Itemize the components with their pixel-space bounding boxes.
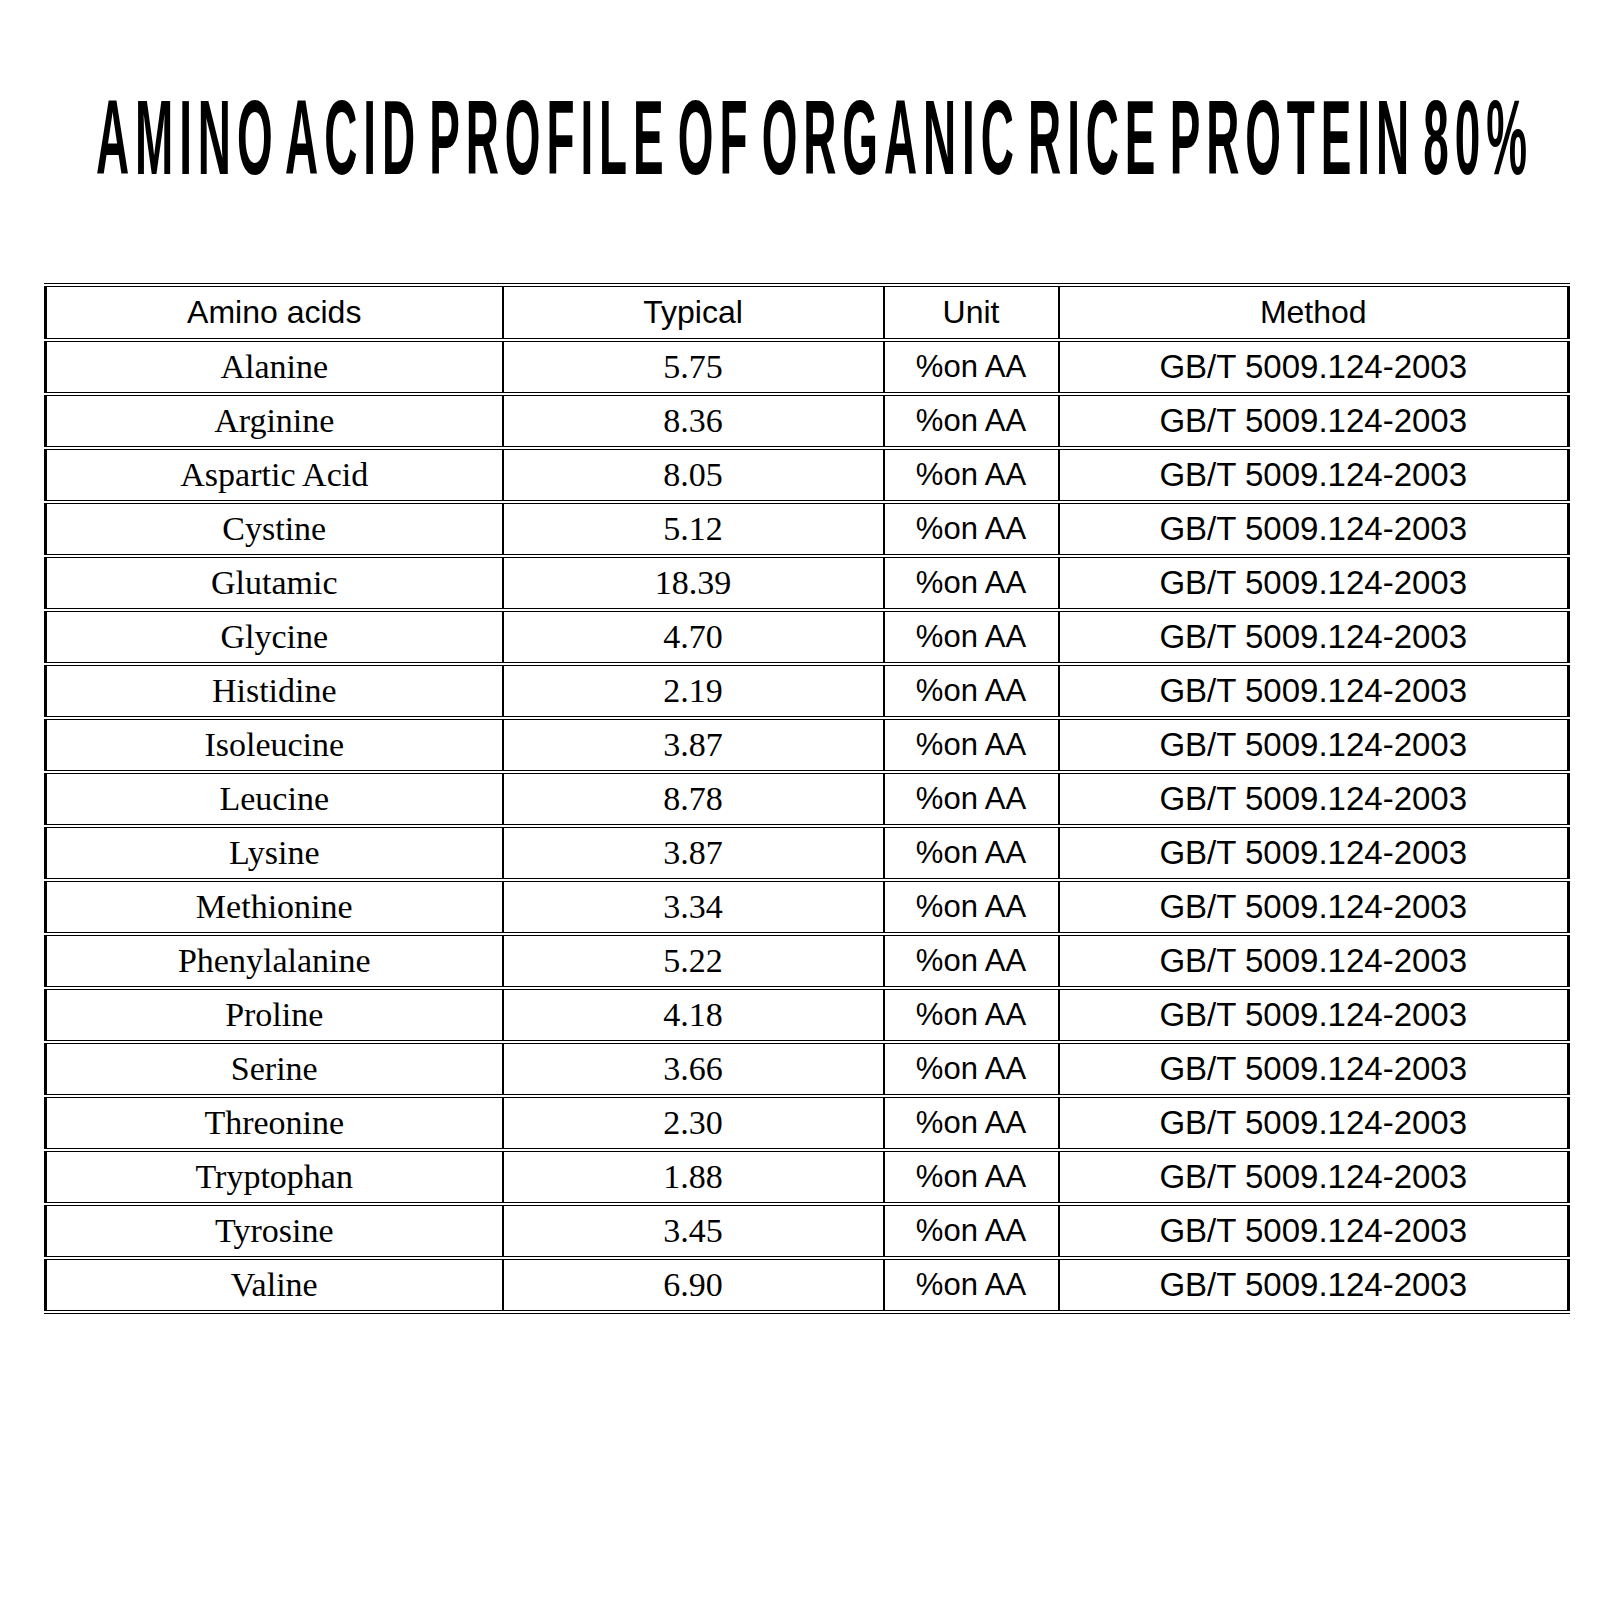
typical-value-cell: 5.75: [503, 340, 884, 394]
table-row: Methionine3.34%on AAGB/T 5009.124-2003: [46, 880, 1569, 934]
page-title: AMINO ACID PROFILE OF ORGANIC RICE PROTE…: [96, 78, 1209, 198]
unit-cell: %on AA: [884, 394, 1059, 448]
amino-acid-name-cell: Leucine: [46, 772, 503, 826]
amino-acid-name-cell: Proline: [46, 988, 503, 1042]
typical-value-cell: 3.66: [503, 1042, 884, 1096]
unit-cell: %on AA: [884, 1204, 1059, 1258]
unit-cell: %on AA: [884, 340, 1059, 394]
typical-value-cell: 1.88: [503, 1150, 884, 1204]
column-header-method: Method: [1059, 285, 1569, 340]
unit-cell: %on AA: [884, 880, 1059, 934]
method-cell: GB/T 5009.124-2003: [1059, 394, 1569, 448]
method-cell: GB/T 5009.124-2003: [1059, 556, 1569, 610]
amino-acid-name-cell: Histidine: [46, 664, 503, 718]
method-cell: GB/T 5009.124-2003: [1059, 340, 1569, 394]
typical-value-cell: 5.12: [503, 502, 884, 556]
table-row: Lysine3.87%on AAGB/T 5009.124-2003: [46, 826, 1569, 880]
amino-acid-name-cell: Tryptophan: [46, 1150, 503, 1204]
unit-cell: %on AA: [884, 502, 1059, 556]
method-cell: GB/T 5009.124-2003: [1059, 1096, 1569, 1150]
method-cell: GB/T 5009.124-2003: [1059, 934, 1569, 988]
typical-value-cell: 3.87: [503, 718, 884, 772]
method-cell: GB/T 5009.124-2003: [1059, 448, 1569, 502]
typical-value-cell: 3.87: [503, 826, 884, 880]
table-row: Arginine8.36%on AAGB/T 5009.124-2003: [46, 394, 1569, 448]
unit-cell: %on AA: [884, 1258, 1059, 1312]
method-cell: GB/T 5009.124-2003: [1059, 988, 1569, 1042]
method-cell: GB/T 5009.124-2003: [1059, 1150, 1569, 1204]
unit-cell: %on AA: [884, 988, 1059, 1042]
amino-acid-name-cell: Valine: [46, 1258, 503, 1312]
amino-acid-name-cell: Aspartic Acid: [46, 448, 503, 502]
column-header-typical: Typical: [503, 285, 884, 340]
unit-cell: %on AA: [884, 610, 1059, 664]
amino-acid-name-cell: Glutamic: [46, 556, 503, 610]
table-row: Glutamic18.39%on AAGB/T 5009.124-2003: [46, 556, 1569, 610]
unit-cell: %on AA: [884, 556, 1059, 610]
typical-value-cell: 2.19: [503, 664, 884, 718]
method-cell: GB/T 5009.124-2003: [1059, 880, 1569, 934]
table-row: Histidine2.19%on AAGB/T 5009.124-2003: [46, 664, 1569, 718]
typical-value-cell: 6.90: [503, 1258, 884, 1312]
table-row: Alanine5.75%on AAGB/T 5009.124-2003: [46, 340, 1569, 394]
amino-acid-name-cell: Isoleucine: [46, 718, 503, 772]
typical-value-cell: 2.30: [503, 1096, 884, 1150]
table-row: Leucine8.78%on AAGB/T 5009.124-2003: [46, 772, 1569, 826]
method-cell: GB/T 5009.124-2003: [1059, 664, 1569, 718]
typical-value-cell: 3.34: [503, 880, 884, 934]
amino-acid-name-cell: Glycine: [46, 610, 503, 664]
table-row: Glycine4.70%on AAGB/T 5009.124-2003: [46, 610, 1569, 664]
amino-acid-name-cell: Alanine: [46, 340, 503, 394]
unit-cell: %on AA: [884, 664, 1059, 718]
typical-value-cell: 4.70: [503, 610, 884, 664]
table-row: Aspartic Acid8.05%on AAGB/T 5009.124-200…: [46, 448, 1569, 502]
unit-cell: %on AA: [884, 1096, 1059, 1150]
typical-value-cell: 4.18: [503, 988, 884, 1042]
unit-cell: %on AA: [884, 448, 1059, 502]
amino-acid-name-cell: Tyrosine: [46, 1204, 503, 1258]
typical-value-cell: 3.45: [503, 1204, 884, 1258]
method-cell: GB/T 5009.124-2003: [1059, 1204, 1569, 1258]
method-cell: GB/T 5009.124-2003: [1059, 826, 1569, 880]
amino-acid-name-cell: Arginine: [46, 394, 503, 448]
method-cell: GB/T 5009.124-2003: [1059, 610, 1569, 664]
unit-cell: %on AA: [884, 934, 1059, 988]
amino-acid-name-cell: Methionine: [46, 880, 503, 934]
amino-acid-name-cell: Serine: [46, 1042, 503, 1096]
table-row: Isoleucine3.87%on AAGB/T 5009.124-2003: [46, 718, 1569, 772]
method-cell: GB/T 5009.124-2003: [1059, 1258, 1569, 1312]
method-cell: GB/T 5009.124-2003: [1059, 718, 1569, 772]
amino-acid-profile-table: Amino acids Typical Unit Method Alanine5…: [44, 283, 1570, 1314]
table-row: Threonine2.30%on AAGB/T 5009.124-2003: [46, 1096, 1569, 1150]
column-header-amino-acids: Amino acids: [46, 285, 503, 340]
unit-cell: %on AA: [884, 772, 1059, 826]
table-row: Tyrosine3.45%on AAGB/T 5009.124-2003: [46, 1204, 1569, 1258]
table-row: Phenylalanine5.22%on AAGB/T 5009.124-200…: [46, 934, 1569, 988]
amino-acid-name-cell: Cystine: [46, 502, 503, 556]
table-header-row: Amino acids Typical Unit Method: [46, 285, 1569, 340]
table-row: Tryptophan1.88%on AAGB/T 5009.124-2003: [46, 1150, 1569, 1204]
amino-acid-name-cell: Phenylalanine: [46, 934, 503, 988]
typical-value-cell: 8.05: [503, 448, 884, 502]
method-cell: GB/T 5009.124-2003: [1059, 772, 1569, 826]
method-cell: GB/T 5009.124-2003: [1059, 1042, 1569, 1096]
unit-cell: %on AA: [884, 718, 1059, 772]
amino-acid-name-cell: Lysine: [46, 826, 503, 880]
unit-cell: %on AA: [884, 1150, 1059, 1204]
amino-acid-name-cell: Threonine: [46, 1096, 503, 1150]
typical-value-cell: 8.78: [503, 772, 884, 826]
unit-cell: %on AA: [884, 826, 1059, 880]
column-header-unit: Unit: [884, 285, 1059, 340]
table-row: Cystine5.12%on AAGB/T 5009.124-2003: [46, 502, 1569, 556]
table-row: Proline4.18%on AAGB/T 5009.124-2003: [46, 988, 1569, 1042]
table-row: Valine6.90%on AAGB/T 5009.124-2003: [46, 1258, 1569, 1312]
typical-value-cell: 18.39: [503, 556, 884, 610]
typical-value-cell: 8.36: [503, 394, 884, 448]
table-header: Amino acids Typical Unit Method: [46, 285, 1569, 340]
table-row: Serine3.66%on AAGB/T 5009.124-2003: [46, 1042, 1569, 1096]
typical-value-cell: 5.22: [503, 934, 884, 988]
method-cell: GB/T 5009.124-2003: [1059, 502, 1569, 556]
unit-cell: %on AA: [884, 1042, 1059, 1096]
table-body: Alanine5.75%on AAGB/T 5009.124-2003Argin…: [46, 340, 1569, 1312]
